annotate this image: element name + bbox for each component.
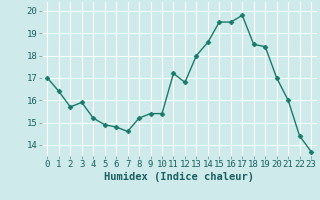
X-axis label: Humidex (Indice chaleur): Humidex (Indice chaleur)	[104, 172, 254, 182]
